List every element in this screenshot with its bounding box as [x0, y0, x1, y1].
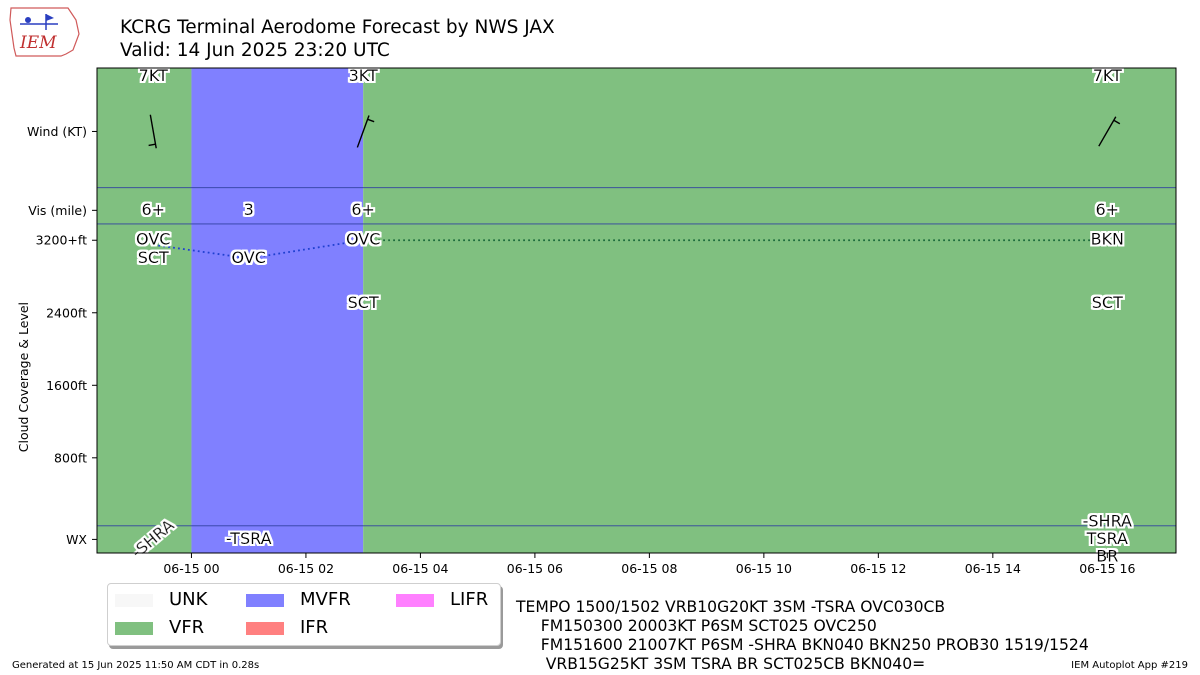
- wind-barb-staff: [1098, 116, 1117, 147]
- legend-swatch: [115, 594, 153, 607]
- legend-swatch: [115, 622, 153, 635]
- legend-label: IFR: [300, 617, 329, 638]
- weather-label: -TSRA: [226, 529, 272, 548]
- cloud-cover-label: SCT: [348, 293, 379, 312]
- cloud-level-lines: [153, 239, 1108, 260]
- visibility-label: 6+: [351, 200, 375, 219]
- legend-label: UNK: [169, 589, 208, 610]
- category-band-mvfr: [191, 68, 364, 553]
- wind-barb: [148, 114, 157, 149]
- y-tick-label: 3200+ft: [36, 233, 87, 248]
- taf-line: FM150300 20003KT P6SM SCT025 OVC250: [516, 617, 877, 635]
- wind-barb: [356, 115, 375, 148]
- y-tick-label: 1600ft: [46, 378, 87, 393]
- wind-barb-staff: [149, 114, 157, 149]
- iem-logo: IEM: [9, 7, 80, 57]
- x-tick-label: 06-15 08: [621, 561, 677, 576]
- axes-frame: [96, 67, 1177, 554]
- x-tick-label: 06-15 06: [507, 561, 563, 576]
- cloud-level-line: [248, 239, 364, 260]
- weather-label: TSRA: [1086, 529, 1128, 548]
- x-tick-label: 06-15 02: [278, 561, 334, 576]
- y-tick-label: 800ft: [54, 450, 87, 465]
- taf-raw-text: TEMPO 1500/1502 VRB10G20KT 3SM -TSRA OVC…: [516, 598, 1089, 674]
- wind-speed-label: 3KT: [349, 66, 378, 85]
- band-separators: [97, 187, 1176, 527]
- legend-label: VFR: [169, 617, 205, 638]
- x-axis: 06-15 00 06-15 02 06-15 04 06-15 06 06-15 08…: [163, 553, 1135, 576]
- cloud-cover-label: OVC: [231, 248, 265, 267]
- chart-title: KCRG Terminal Aerodome Forecast by NWS J…: [120, 17, 555, 38]
- wind-barb-staff: [356, 115, 370, 148]
- cloud-cover-label: OVC: [136, 230, 170, 249]
- wind-barb-flag: [1113, 119, 1121, 125]
- cloud-cover-label: BKN: [1091, 230, 1124, 249]
- visibility-label: 6+: [1096, 200, 1120, 219]
- taf-line: VRB15G25KT 3SM TSRA BR SCT025CB BKN040=: [516, 655, 926, 673]
- chart-subtitle: Valid: 14 Jun 2025 23:20 UTC: [120, 40, 390, 61]
- taf-line: TEMPO 1500/1502 VRB10G20KT 3SM -TSRA OVC…: [516, 598, 946, 616]
- y-tick-label: Vis (mile): [28, 203, 87, 218]
- taf-line: FM151600 21007KT P6SM -SHRA BKN040 BKN25…: [516, 636, 1089, 654]
- legend-swatch: [396, 594, 434, 607]
- cloud-cover-label: SCT: [1092, 293, 1123, 312]
- weather-label: -SHRA: [1083, 511, 1132, 530]
- wind-speed-label: 7KT: [1093, 66, 1122, 85]
- generated-footer: Generated at 15 Jun 2025 11:50 AM CDT in…: [12, 660, 260, 671]
- y-axis: WX 800ft 1600ft 2400ft 3200+ft Vis (mile) Wind…: [27, 124, 97, 547]
- y-tick-label: Wind (KT): [27, 124, 87, 139]
- cloud-cover-label: SCT: [138, 248, 169, 267]
- category-bands: [97, 68, 1176, 553]
- logo-text: IEM: [19, 33, 57, 53]
- category-band-vfr: [363, 68, 1176, 553]
- x-tick-label: 06-15 16: [1079, 561, 1135, 576]
- wind-barb: [1098, 116, 1121, 147]
- cloud-level-line: [153, 243, 249, 260]
- category-band-vfr: [97, 68, 192, 553]
- y-axis-label: Cloud Coverage & Level: [16, 302, 31, 452]
- visibility-label: 6+: [141, 200, 165, 219]
- x-tick-label: 06-15 10: [736, 561, 792, 576]
- legend-label: LIFR: [450, 589, 489, 610]
- y-tick-label: 2400ft: [46, 305, 87, 320]
- wind-speed-label: 7KT: [139, 66, 168, 85]
- wind-barb-flag: [367, 118, 375, 123]
- x-tick-label: 06-15 14: [965, 561, 1021, 576]
- wind-barb-flag: [148, 143, 156, 147]
- legend-label: MVFR: [300, 589, 351, 610]
- legend-swatch: [246, 594, 284, 607]
- y-tick-label: WX: [66, 532, 87, 547]
- x-tick-label: 06-15 12: [850, 561, 906, 576]
- wind-barbs: [148, 114, 1121, 149]
- legend: UNK VFR MVFR IFR LIFR: [107, 583, 501, 646]
- cloud-cover-label: OVC: [346, 230, 380, 249]
- visibility-label: 3: [244, 200, 254, 219]
- x-tick-label: 06-15 00: [163, 561, 219, 576]
- legend-swatch: [246, 622, 284, 635]
- logo-sun-icon: [25, 17, 31, 23]
- x-tick-label: 06-15 04: [392, 561, 448, 576]
- app-footer: IEM Autoplot App #219: [1071, 660, 1188, 671]
